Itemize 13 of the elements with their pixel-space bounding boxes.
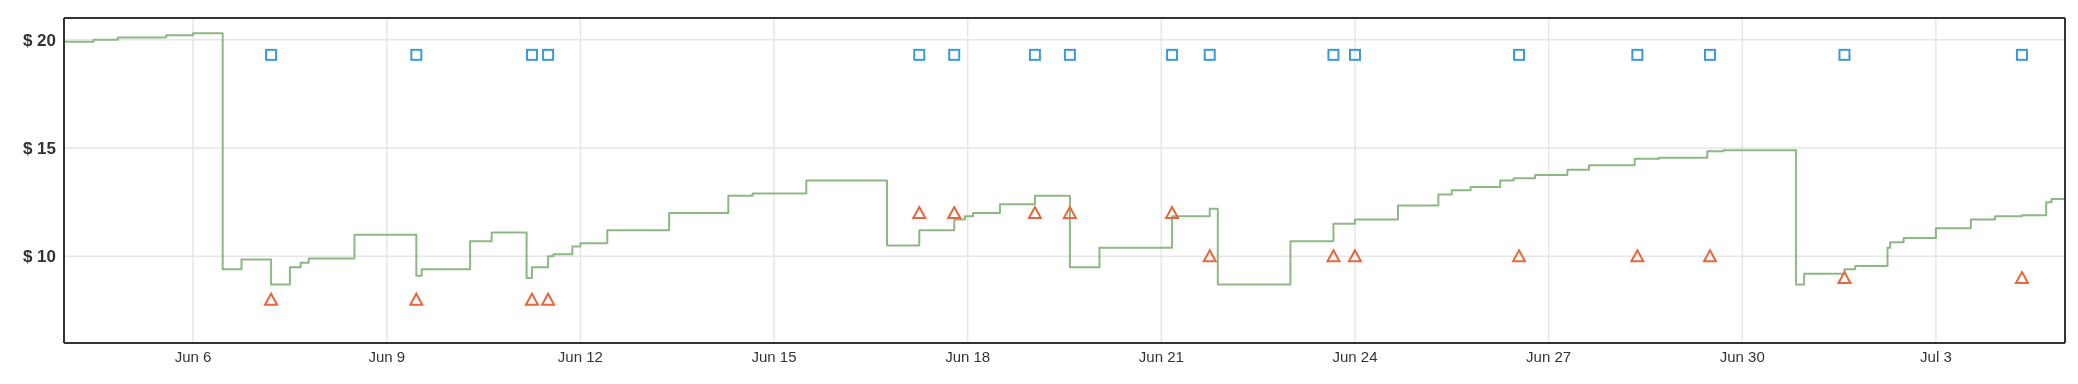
x-tick-label: Jun 12 <box>557 347 603 365</box>
x-tick-label: Jun 21 <box>1138 347 1184 365</box>
x-tick-label: Jul 3 <box>1920 347 1952 365</box>
x-tick-label: Jun 24 <box>1332 347 1378 365</box>
y-tick-label: $ 20 <box>22 30 56 50</box>
x-tick-label: Jun 6 <box>174 347 212 365</box>
x-tick-label: Jun 9 <box>368 347 406 365</box>
x-tick-label: Jun 30 <box>1719 347 1765 365</box>
y-tick-label: $ 10 <box>22 247 56 267</box>
x-tick-label: Jun 15 <box>751 347 797 365</box>
x-tick-label: Jun 18 <box>945 347 991 365</box>
x-tick-label: Jun 27 <box>1526 347 1572 365</box>
y-tick-label: $ 15 <box>22 139 56 159</box>
